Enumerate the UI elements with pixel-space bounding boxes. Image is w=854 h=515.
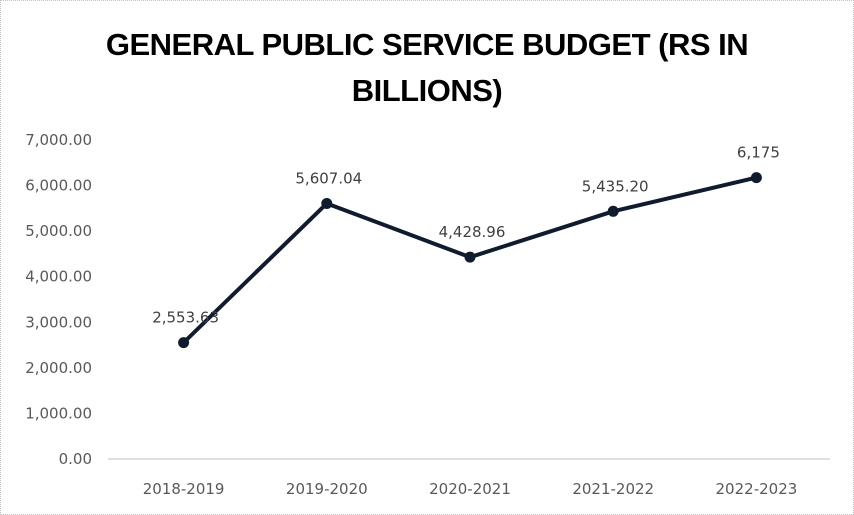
x-tick-label: 2021-2022: [572, 480, 654, 498]
x-tick-label: 2019-2020: [286, 480, 368, 498]
data-point-marker: [178, 337, 190, 349]
y-tick-label: 6,000.00: [25, 177, 92, 195]
x-tick-label: 2022-2023: [716, 480, 798, 498]
data-labels: 2,553.63 5,607.04 4,428.96 5,435.20 6,175: [152, 144, 780, 327]
series-markers: [178, 172, 762, 349]
x-axis-tick-labels: 2018-2019 2019-2020 2020-2021 2021-2022 2022…: [143, 480, 798, 498]
y-tick-label: 5,000.00: [25, 222, 92, 240]
x-tick-label: 2018-2019: [143, 480, 225, 498]
chart-title: GENERAL PUBLIC SERVICE BUDGET (RS IN BIL…: [0, 22, 854, 114]
data-point-marker: [607, 205, 619, 217]
data-label: 6,175: [737, 144, 780, 162]
data-point-marker: [321, 197, 333, 209]
data-label: 4,428.96: [439, 223, 506, 241]
y-tick-label: 1,000.00: [25, 404, 92, 422]
data-label: 2,553.63: [152, 309, 219, 327]
chart-title-line-2: BILLIONS): [351, 73, 503, 108]
x-tick-label: 2020-2021: [429, 480, 511, 498]
data-label: 5,607.04: [295, 169, 362, 187]
data-point-marker: [464, 251, 476, 263]
y-tick-label: 7,000.00: [25, 131, 92, 149]
y-tick-label: 4,000.00: [25, 268, 92, 286]
y-tick-label: 2,000.00: [25, 359, 92, 377]
y-tick-label: 3,000.00: [25, 313, 92, 331]
data-point-marker: [750, 172, 762, 184]
y-axis-tick-labels: 0.00 1,000.00 2,000.00 3,000.00 4,000.00 5,00…: [25, 131, 92, 468]
chart-title-line-1: GENERAL PUBLIC SERVICE BUDGET (RS IN: [105, 27, 749, 62]
data-label: 5,435.20: [582, 177, 649, 195]
y-tick-label: 0.00: [59, 450, 92, 468]
